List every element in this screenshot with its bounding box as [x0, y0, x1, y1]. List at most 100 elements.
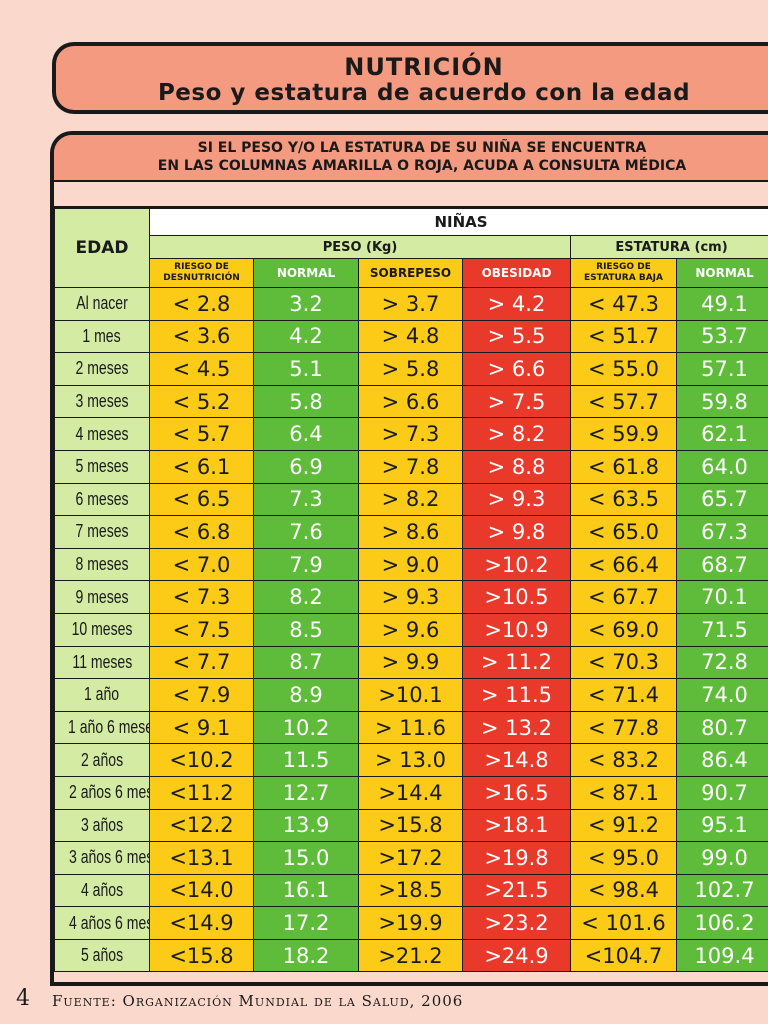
col-normal-estatura-cell: 70.1 [675, 580, 768, 614]
col-riesgo-desnutricion-cell: < 6.8 [149, 515, 254, 549]
col-obesidad-cell: > 6.6 [462, 352, 571, 386]
age-cell: 3 meses [54, 384, 150, 419]
col-normal-estatura-cell: 65.7 [675, 482, 768, 517]
page-title: NUTRICIÓN [344, 53, 504, 81]
col-riesgo-desnutricion-cell: < 6.5 [149, 482, 254, 517]
table-row: 3 años <12.2 13.9 >15.8 >18.1 < 91.2 95.1 [54, 808, 768, 843]
col-riesgo-estatura-baja-cell: < 66.4 [570, 547, 677, 582]
col-riesgo-desnutricion-cell: < 7.5 [149, 612, 254, 647]
col-riesgo-desnutricion-cell: < 4.5 [149, 352, 254, 386]
table-row: 9 meses < 7.3 8.2 > 9.3 >10.5 < 67.7 70.1 [54, 580, 768, 614]
col-normal-estatura-cell: 72.8 [675, 645, 768, 680]
spacer-row [54, 182, 768, 208]
col-riesgo-desnutricion-cell: < 5.2 [149, 384, 254, 419]
age-cell: 1 mes [54, 319, 150, 354]
col-normal-peso-cell: 5.1 [253, 352, 359, 386]
estatura-header: ESTATURA (cm) [569, 235, 768, 259]
col-normal-estatura-cell: 67.3 [675, 515, 768, 549]
col-riesgo-estatura-baja-cell: < 71.4 [570, 678, 677, 712]
col-riesgo-estatura-baja-cell: < 57.7 [570, 384, 677, 419]
col-riesgo-desnutricion-cell: <15.8 [149, 938, 254, 973]
col-riesgo-estatura-baja-cell: < 59.9 [570, 417, 677, 451]
col-normal-peso-cell: 5.8 [253, 384, 359, 419]
col-sobrepeso-cell: > 9.6 [358, 612, 463, 647]
table-row: 1 año 6 meses< 9.110.2> 11.6> 13.2< 77.8… [54, 710, 768, 745]
col-riesgo-estatura-baja-cell: < 69.0 [570, 612, 677, 647]
col-obesidad-cell: > 5.5 [462, 319, 571, 354]
col-normal-estatura-cell: 106.2 [675, 906, 768, 940]
col-normal-estatura-cell: 57.1 [675, 352, 768, 386]
col-normal-peso-cell: 10.2 [253, 710, 359, 745]
table-row: 2 años <10.2 11.5 > 13.0 >14.8 < 83.2 86.4 [54, 743, 768, 777]
col-riesgo-desnutricion-header: RIESGO DE DESNUTRICIÓN [149, 258, 254, 288]
source-citation: Fuente: Organización Mundial de la Salud… [52, 992, 464, 1010]
age-label: 5 años [80, 945, 124, 966]
age-cell: 7 meses [54, 515, 150, 549]
col-sobrepeso-cell: >10.1 [358, 678, 463, 712]
col-normal-estatura-cell: 90.7 [675, 775, 768, 810]
table-row: 3 meses < 5.2 5.8 > 6.6 > 7.5 < 57.7 59.8 [54, 384, 768, 419]
age-cell: 10 meses [54, 612, 150, 647]
col-obesidad-cell: >10.2 [462, 547, 571, 582]
col-riesgo-estatura-baja-cell: < 63.5 [570, 482, 677, 517]
age-cell: 4 años 6 meses [54, 906, 150, 940]
col-normal-estatura-cell: 86.4 [675, 743, 768, 777]
edad-header: EDAD [54, 208, 150, 288]
col-normal-peso-cell: 4.2 [253, 319, 359, 354]
col-obesidad-cell: > 13.2 [462, 710, 571, 745]
col-obesidad-cell: >14.8 [462, 743, 571, 777]
age-cell: 2 años 6 meses [54, 775, 150, 810]
col-sobrepeso-cell: > 7.3 [358, 417, 463, 451]
age-cell: 4 años [54, 873, 150, 908]
age-cell: 2 años [54, 743, 150, 777]
col-normal-peso-cell: 13.9 [253, 808, 359, 843]
col-riesgo-desnutricion-cell: < 7.3 [149, 580, 254, 614]
col-obesidad-cell: > 11.5 [462, 678, 571, 712]
table-row: 2 meses < 4.5 5.1 > 5.8 > 6.6 < 55.0 57.1 [54, 352, 768, 386]
age-label: 3 años 6 meses [68, 847, 149, 868]
col-obesidad-cell: > 9.3 [462, 482, 571, 517]
col-obesidad-cell: > 8.8 [462, 449, 571, 484]
col-sobrepeso-cell: > 4.8 [358, 319, 463, 354]
col-riesgo-estatura-baja-cell: <104.7 [570, 938, 677, 973]
table-row: 1 año < 7.9 8.9 >10.1 > 11.5 < 71.4 74.0 [54, 678, 768, 712]
age-cell: 3 años [54, 808, 150, 843]
col-obesidad-cell: > 9.8 [462, 515, 571, 549]
col-normal-estatura-header: NORMAL [675, 258, 768, 288]
col-obesidad-cell: >16.5 [462, 775, 571, 810]
col-riesgo-desnutricion-cell: < 6.1 [149, 449, 254, 484]
age-cell: Al nacer [54, 287, 150, 321]
table-row: 8 meses < 7.0 7.9 > 9.0 >10.2 < 66.4 68.7 [54, 547, 768, 582]
age-label: 2 años [80, 749, 124, 770]
age-label: 4 años [80, 879, 124, 900]
age-cell: 1 año 6 meses [54, 710, 150, 745]
col-sobrepeso-cell: > 13.0 [358, 743, 463, 777]
col-sobrepeso-cell: > 9.3 [358, 580, 463, 614]
age-cell: 4 meses [54, 417, 150, 451]
col-sobrepeso-cell: > 9.0 [358, 547, 463, 582]
age-cell: 2 meses [54, 352, 150, 386]
col-obesidad-cell: >21.5 [462, 873, 571, 908]
col-normal-peso-cell: 15.0 [253, 841, 359, 875]
col-normal-peso-cell: 6.4 [253, 417, 359, 451]
col-normal-estatura-cell: 59.8 [675, 384, 768, 419]
col-normal-estatura-cell: 102.7 [675, 873, 768, 908]
col-obesidad-cell: >18.1 [462, 808, 571, 843]
age-label: 10 meses [71, 619, 133, 640]
col-riesgo-estatura-baja-cell: < 91.2 [570, 808, 677, 843]
table-row: 1 mes < 3.6 4.2 > 4.8 > 5.5 < 51.7 53.7 [54, 319, 768, 354]
col-normal-peso-cell: 7.3 [253, 482, 359, 517]
col-obesidad-cell: >23.2 [462, 906, 571, 940]
table-row: 2 años 6 meses<11.212.7>14.4>16.5< 87.19… [54, 775, 768, 810]
age-label: 1 año 6 meses [67, 717, 149, 738]
col-sobrepeso-cell: > 5.8 [358, 352, 463, 386]
col-normal-estatura-cell: 80.7 [675, 710, 768, 745]
col-sobrepeso-cell: > 11.6 [358, 710, 463, 745]
table-row: 3 años 6 meses<13.115.0>17.2>19.8< 95.09… [54, 841, 768, 875]
table-row: 5 años <15.8 18.2 >21.2 >24.9 <104.7 109.4 [54, 938, 768, 973]
col-sobrepeso-cell: >19.9 [358, 906, 463, 940]
table-row: Al nacer < 2.8 3.2 > 3.7 > 4.2 < 47.3 49.1 [54, 287, 768, 321]
age-cell: 3 años 6 meses [54, 841, 150, 875]
col-normal-estatura-cell: 109.4 [675, 938, 768, 973]
col-normal-peso-cell: 8.2 [253, 580, 359, 614]
